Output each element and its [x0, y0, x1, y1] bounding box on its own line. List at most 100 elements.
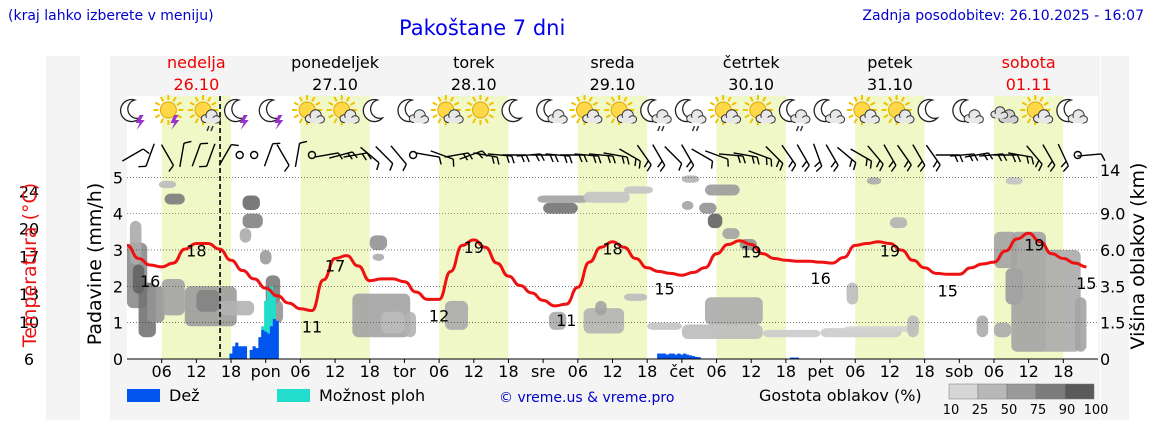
- x-tick-label: 12: [325, 362, 345, 381]
- barb-feather: [779, 163, 784, 171]
- cloud-base: [830, 117, 841, 123]
- cloud-base: [587, 117, 598, 123]
- moon-rain-icon: [674, 98, 707, 132]
- sun-disc: [471, 101, 489, 119]
- barb-feather: [935, 164, 941, 172]
- cloud-base: [1072, 117, 1084, 123]
- rain-bar: [243, 346, 248, 359]
- precip-tick-label: 5: [113, 168, 123, 187]
- cloud-shape: [408, 109, 429, 124]
- wind-barb: [294, 140, 308, 167]
- sun-ray: [576, 96, 581, 102]
- rain-bar: [275, 320, 279, 359]
- wind-barb: [748, 150, 773, 167]
- temp-tick-label: 6: [24, 350, 34, 369]
- temp-tick-label: 17: [19, 248, 39, 267]
- day-name: nedelja: [167, 53, 226, 72]
- barb-feather: [646, 164, 652, 172]
- barb-feather: [686, 160, 692, 168]
- cloud-cell: [543, 202, 578, 214]
- sun-ray: [900, 96, 905, 102]
- wind-barb: [718, 153, 746, 164]
- sun-ray: [437, 118, 442, 124]
- wind-barb: [812, 143, 823, 172]
- legend-rain-label: Dež: [169, 386, 200, 405]
- sun-ray: [315, 101, 321, 106]
- barb-shaft: [652, 144, 666, 166]
- barb-feather: [638, 160, 641, 169]
- sun-ray: [1021, 114, 1028, 119]
- cloud-cell: [846, 282, 859, 305]
- gridlines: [127, 96, 1098, 359]
- sun-ray: [293, 114, 299, 119]
- temperature-label: 11: [302, 318, 322, 337]
- wind-barb: [1077, 153, 1106, 161]
- wind-barb: [263, 142, 281, 167]
- wind-barb: [1057, 143, 1070, 173]
- barb-feather: [563, 155, 568, 164]
- rain-bar: [674, 354, 678, 359]
- barb-shaft: [191, 143, 202, 167]
- barb-feather: [1100, 153, 1106, 161]
- x-tick-label: 06: [151, 362, 171, 381]
- day-name: sreda: [590, 53, 634, 72]
- wind-barbs: [122, 140, 1106, 173]
- x-tick-label: 18: [221, 362, 241, 381]
- sun-storm-icon: [153, 95, 184, 130]
- cloud-cell: [704, 297, 763, 325]
- moon-shape: [362, 98, 385, 123]
- barb-shaft: [206, 143, 216, 167]
- cloud-shape: [824, 109, 846, 124]
- cloud-cell: [993, 322, 1012, 338]
- barb-shaft: [160, 144, 175, 166]
- sun-ray: [207, 96, 212, 102]
- barb-shaft: [343, 152, 368, 158]
- left-axis-panel: [46, 56, 80, 420]
- barb-shaft: [705, 150, 729, 160]
- weather-icons: [119, 95, 1088, 132]
- sun-ray: [623, 96, 628, 102]
- rain-bar: [261, 329, 265, 359]
- wind-barb: [138, 143, 155, 168]
- cloud-cell: [843, 326, 914, 332]
- temp-tick-label: 20: [19, 220, 39, 239]
- barb-feather: [833, 164, 839, 172]
- sun-ray: [293, 101, 299, 106]
- x-tick-label: 12: [880, 362, 900, 381]
- barb-feather: [678, 163, 683, 171]
- daylight-band: [855, 96, 925, 359]
- cloud-cell: [762, 329, 821, 338]
- temperature-label: 19: [880, 242, 900, 261]
- cloud-cell: [404, 311, 416, 338]
- barb-feather: [1060, 160, 1067, 168]
- barb-feather: [583, 154, 588, 163]
- barb-shaft: [314, 152, 339, 158]
- cloud-base: [691, 117, 702, 123]
- day-headers: nedelja 26.10 ponedeljek 27.10 torek 28.10 sre…: [167, 53, 1056, 94]
- barb-feather: [1047, 160, 1053, 168]
- temperature-label: 15: [938, 281, 958, 300]
- location-menu-note[interactable]: (kraj lahko izberete v meniju): [8, 8, 214, 24]
- cloud-cell: [242, 195, 260, 210]
- cloud-shape: [686, 109, 707, 124]
- barb-shaft: [294, 143, 301, 167]
- barb-feather: [612, 155, 616, 164]
- barb-feather: [467, 152, 474, 160]
- x-tick-label: pet: [807, 362, 833, 381]
- rain-bar: [258, 337, 262, 359]
- sun-ray: [154, 101, 161, 106]
- credit-link[interactable]: © vreme.us & vreme.pro: [499, 390, 674, 406]
- cloud-shape: [963, 109, 984, 124]
- cloud-cell: [219, 300, 255, 316]
- barb-feather: [626, 156, 630, 165]
- barb-shaft: [836, 146, 857, 164]
- rain-streak: [657, 125, 661, 132]
- cloud-scale-step: [977, 383, 1008, 400]
- cloud-cell: [624, 293, 648, 301]
- temperature-label: 17: [325, 256, 345, 275]
- sun-shape: [465, 95, 496, 125]
- cloud-cell: [1034, 249, 1081, 352]
- sun-ray: [345, 96, 351, 102]
- barb-shaft: [950, 153, 975, 157]
- rain-bar: [792, 357, 797, 359]
